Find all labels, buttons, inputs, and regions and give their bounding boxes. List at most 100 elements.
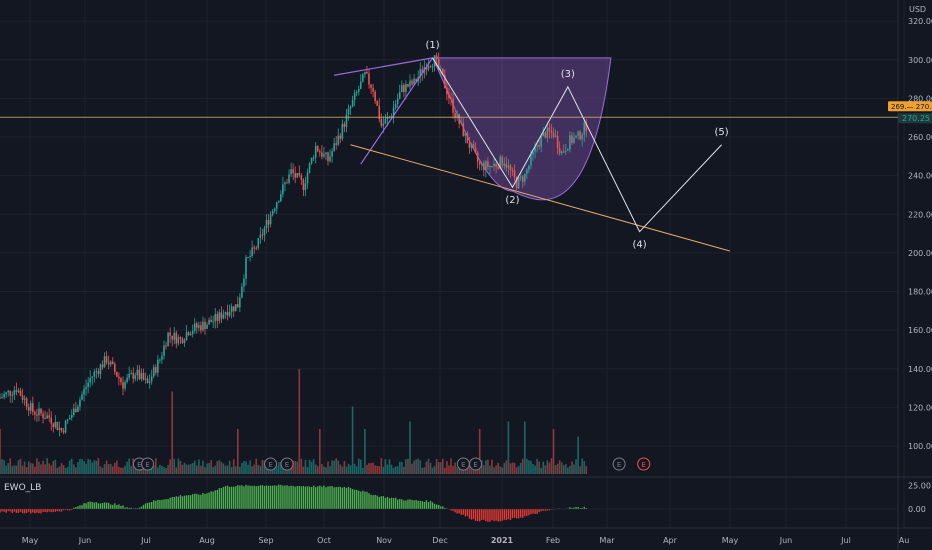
candle-body: [273, 208, 276, 212]
candle-body: [138, 369, 141, 380]
candlesticks: [0, 52, 588, 437]
candle-body: [519, 176, 522, 178]
volume-bar: [278, 462, 280, 474]
candle-body: [208, 319, 210, 325]
candle-body: [571, 135, 573, 143]
volume-bar: [489, 465, 491, 474]
candle-body: [286, 182, 288, 184]
candle-body: [66, 419, 69, 421]
price-tick-label: 320.00: [908, 17, 932, 26]
volume-bar: [409, 421, 411, 474]
event-marker-circle: [637, 457, 651, 471]
candle-body: [452, 98, 454, 113]
candle-body: [93, 371, 96, 377]
candle-body: [79, 399, 81, 407]
candle-body: [485, 161, 487, 171]
candle-body: [480, 163, 483, 165]
volume-bar: [388, 459, 391, 474]
candle-body: [392, 107, 395, 117]
candle-body: [478, 161, 481, 165]
volume-bar: [216, 461, 219, 474]
candle-body: [163, 345, 165, 356]
time-tick-label: Apr: [663, 536, 678, 545]
volume-bar: [526, 458, 528, 474]
wave-label: (5): [715, 127, 729, 138]
volume-bar: [220, 462, 223, 474]
price-axis[interactable]: 100.00 120.00 140.00 160.00 180.00 200.00 220.…: [908, 17, 932, 451]
volume-bar: [271, 466, 274, 474]
volume-bar: [27, 461, 30, 474]
volume-bar: [257, 464, 260, 474]
volume-bar: [454, 462, 456, 474]
candle-body: [245, 257, 247, 279]
candle-body: [335, 143, 337, 145]
volume-bar: [390, 464, 393, 474]
volume-bar: [9, 458, 12, 474]
candle-body: [294, 173, 296, 178]
volume-bar: [548, 462, 551, 474]
candle-body: [503, 163, 506, 166]
volume-bar: [193, 460, 196, 474]
volume-bar: [534, 465, 536, 474]
volume-bar: [521, 458, 524, 474]
candle-body: [196, 323, 198, 328]
candle-body: [210, 319, 212, 323]
candle-body: [101, 364, 104, 368]
candle-body: [489, 165, 491, 168]
candle-body: [179, 337, 182, 339]
volume-bar: [507, 421, 510, 474]
volume-bar: [114, 462, 116, 474]
volume-bar: [327, 461, 329, 474]
volume-bar: [419, 460, 422, 474]
time-axis[interactable]: May Jun Jul Aug Sep Oct Nov Dec 2021 Feb Mar Apr May…: [22, 536, 910, 545]
candle-body: [372, 87, 374, 92]
volume-bar: [483, 465, 485, 474]
candle-body: [394, 104, 397, 108]
volume-bar: [341, 466, 344, 474]
candle-body: [343, 123, 346, 128]
volume-bar: [234, 466, 237, 474]
candle-body: [198, 325, 200, 328]
volume-bar: [13, 465, 16, 474]
price-tag-current-label: 270.25: [902, 114, 930, 123]
volume-bar: [17, 460, 20, 474]
candle-body: [583, 122, 586, 135]
volume-bar: [202, 460, 204, 474]
candle-body: [532, 151, 534, 155]
candle-body: [87, 382, 89, 388]
time-tick-label: Oct: [317, 536, 331, 545]
candle-body: [548, 127, 551, 132]
candle-body: [140, 373, 143, 380]
candle-body: [454, 112, 456, 118]
volume-bar: [505, 460, 508, 474]
candle-body: [368, 73, 370, 85]
volume-bar: [314, 464, 317, 474]
candle-body: [450, 98, 452, 100]
candle-body: [118, 376, 120, 379]
volume-bar: [515, 467, 518, 474]
candle-body: [234, 304, 237, 312]
volume-bar: [241, 463, 243, 474]
volume-bar: [362, 467, 364, 474]
candle-body: [353, 92, 356, 100]
time-tick-label: Feb: [546, 536, 560, 545]
candle-body: [107, 362, 110, 365]
volume-bar: [255, 458, 258, 474]
volume-bar: [423, 467, 426, 474]
volume-bar: [478, 429, 481, 474]
volume-bar: [232, 459, 235, 474]
volume-bar: [360, 459, 362, 474]
volume-bar: [571, 461, 573, 474]
candle-body: [542, 132, 545, 137]
volume-bar: [485, 460, 487, 474]
candle-body: [411, 80, 413, 85]
volume-bar: [7, 463, 9, 474]
volume-bar: [159, 464, 161, 474]
candle-body: [40, 408, 42, 414]
candle-body: [444, 75, 446, 88]
candle-body: [530, 154, 532, 166]
volume-bar: [23, 461, 26, 474]
volume-bar: [210, 460, 212, 474]
volume-bar: [517, 465, 520, 474]
